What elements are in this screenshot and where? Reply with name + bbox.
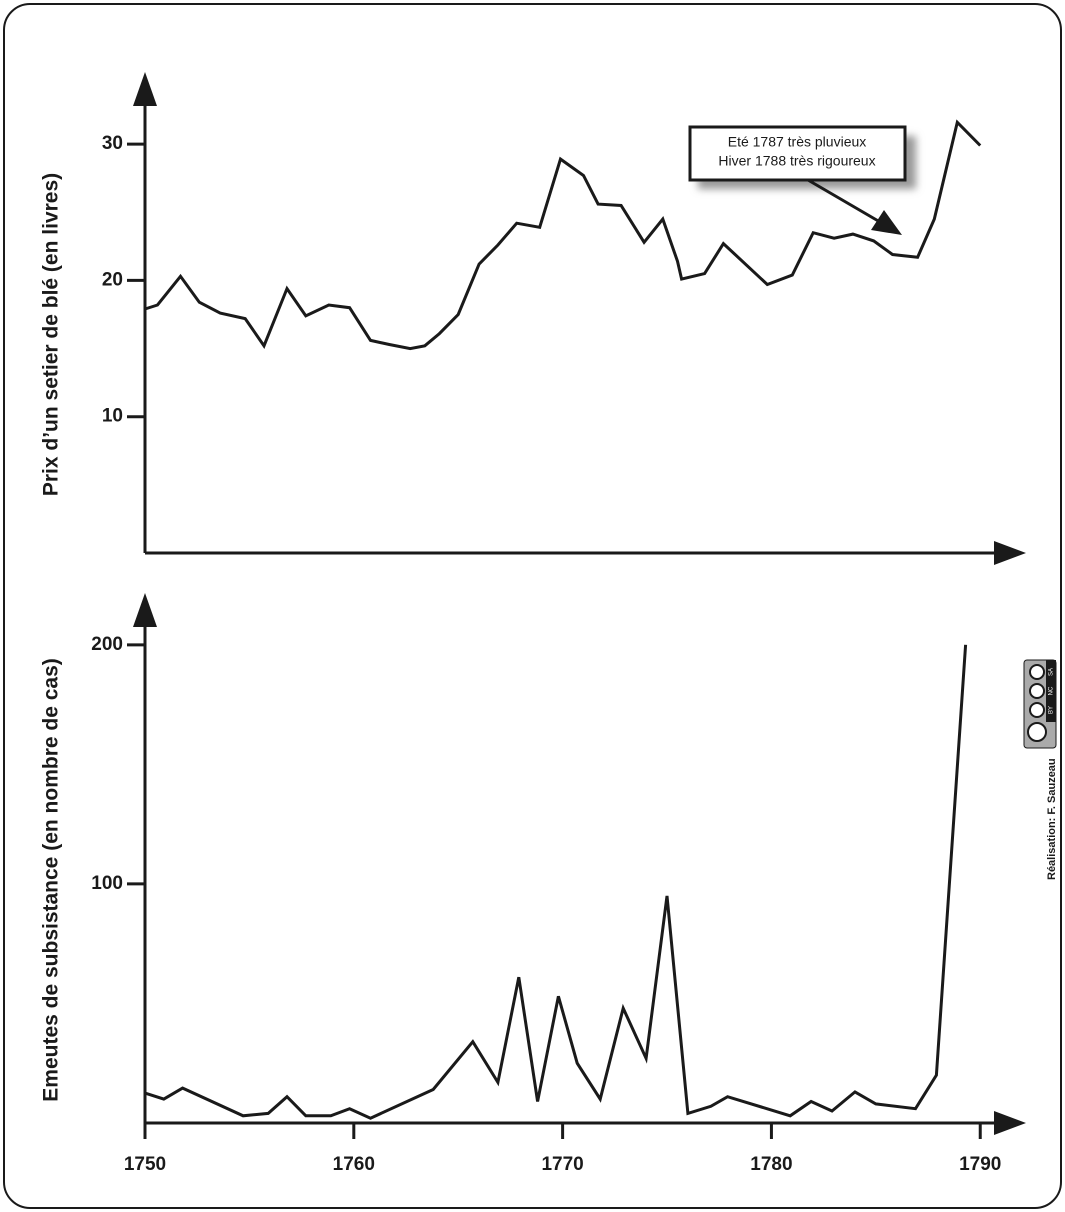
x-tick-label: 1770 <box>541 1154 583 1175</box>
x-tick-label: 1750 <box>124 1154 166 1175</box>
x-tick-label: 1790 <box>959 1154 1001 1175</box>
data-line <box>144 644 968 1120</box>
y-tick-label: 100 <box>91 873 123 894</box>
x-tick-label: 1780 <box>750 1154 792 1175</box>
annotation-arrow <box>807 178 881 224</box>
y-axis-arrow <box>133 593 157 627</box>
license-badge: BY NC SA <box>1023 659 1057 749</box>
y-axis-label: Prix d’un setier de blé (en livres) <box>40 173 63 496</box>
y-axis-label: Emeutes de subsistance (en nombre de cas… <box>40 658 63 1101</box>
annotation-box <box>688 125 907 182</box>
license-label: BY <box>1049 706 1055 714</box>
frame <box>3 3 1062 1209</box>
x-axis-arrow <box>994 1111 1026 1135</box>
x-axis-arrow <box>994 541 1026 565</box>
y-tick-label: 200 <box>91 634 123 655</box>
y-tick-label: 20 <box>102 269 123 290</box>
annotation-text: Hiver 1788 très rigoureux <box>718 153 875 169</box>
x-tick-label: 1760 <box>333 1154 375 1175</box>
y-tick-label: 30 <box>102 133 123 154</box>
y-axis-arrow <box>133 72 157 106</box>
annotation-arrowhead <box>871 210 902 235</box>
data-line <box>144 119 982 351</box>
license-label: NC <box>1049 686 1055 695</box>
y-tick-label: 10 <box>102 406 123 427</box>
credit: Réalisation: F. Sauzeau <box>1046 758 1058 880</box>
annotation-text: Eté 1787 très pluvieux <box>728 134 867 150</box>
license-label: SA <box>1049 668 1055 676</box>
